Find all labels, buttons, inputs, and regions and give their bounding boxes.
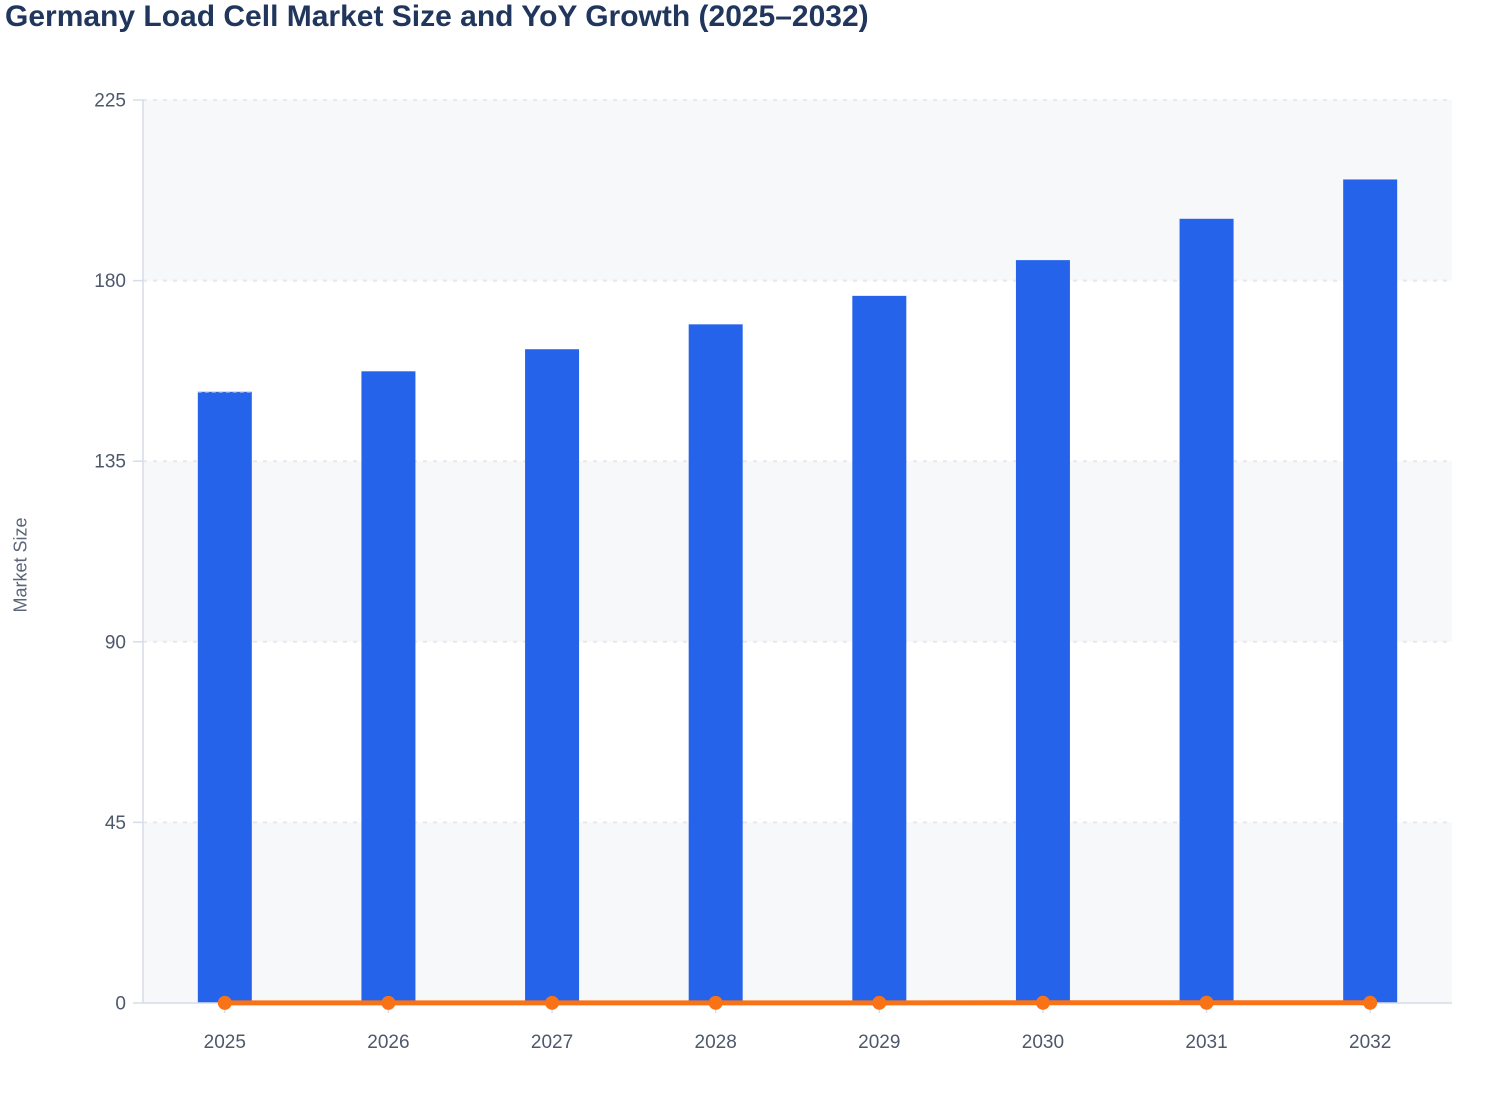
x-tick-label: 2032 [1349,1032,1391,1053]
x-tick-label: 2031 [1185,1032,1227,1053]
yoy-point-2026[interactable] [381,995,396,1010]
bar-2030[interactable] [1015,260,1070,1004]
x-tick-label: 2030 [1022,1032,1064,1053]
y-tick-label: 90 [105,632,126,653]
bar-2031[interactable] [1179,218,1234,1003]
y-tick-label: 135 [94,452,126,473]
yoy-point-2029[interactable] [872,995,887,1010]
yoy-point-2031[interactable] [1199,995,1214,1010]
chart-title: Germany Load Cell Market Size and YoY Gr… [5,0,869,33]
x-tick-label: 2025 [204,1032,246,1053]
yoy-point-2027[interactable] [545,995,560,1010]
y-tick-label: 225 [94,91,126,112]
yoy-point-2030[interactable] [1035,995,1050,1010]
bar-2026[interactable] [361,371,416,1003]
bar-2029[interactable] [852,295,907,1003]
yoy-point-2032[interactable] [1363,995,1378,1010]
x-tick-label: 2028 [695,1032,737,1053]
plot-band [143,822,1452,1003]
y-tick-label: 0 [115,994,126,1015]
plot-band [143,461,1452,642]
bar-2027[interactable] [525,349,580,1003]
yoy-point-2025[interactable] [217,995,232,1010]
y-tick-label: 180 [94,271,126,292]
plot-band [143,100,1452,281]
bar-2025[interactable] [197,391,252,1003]
bar-2028[interactable] [688,324,743,1003]
y-tick-label: 45 [105,813,126,834]
x-tick-label: 2027 [531,1032,573,1053]
x-tick-label: 2029 [858,1032,900,1053]
bar-2032[interactable] [1343,179,1398,1004]
x-tick-label: 2026 [367,1032,409,1053]
yoy-point-2028[interactable] [708,995,723,1010]
